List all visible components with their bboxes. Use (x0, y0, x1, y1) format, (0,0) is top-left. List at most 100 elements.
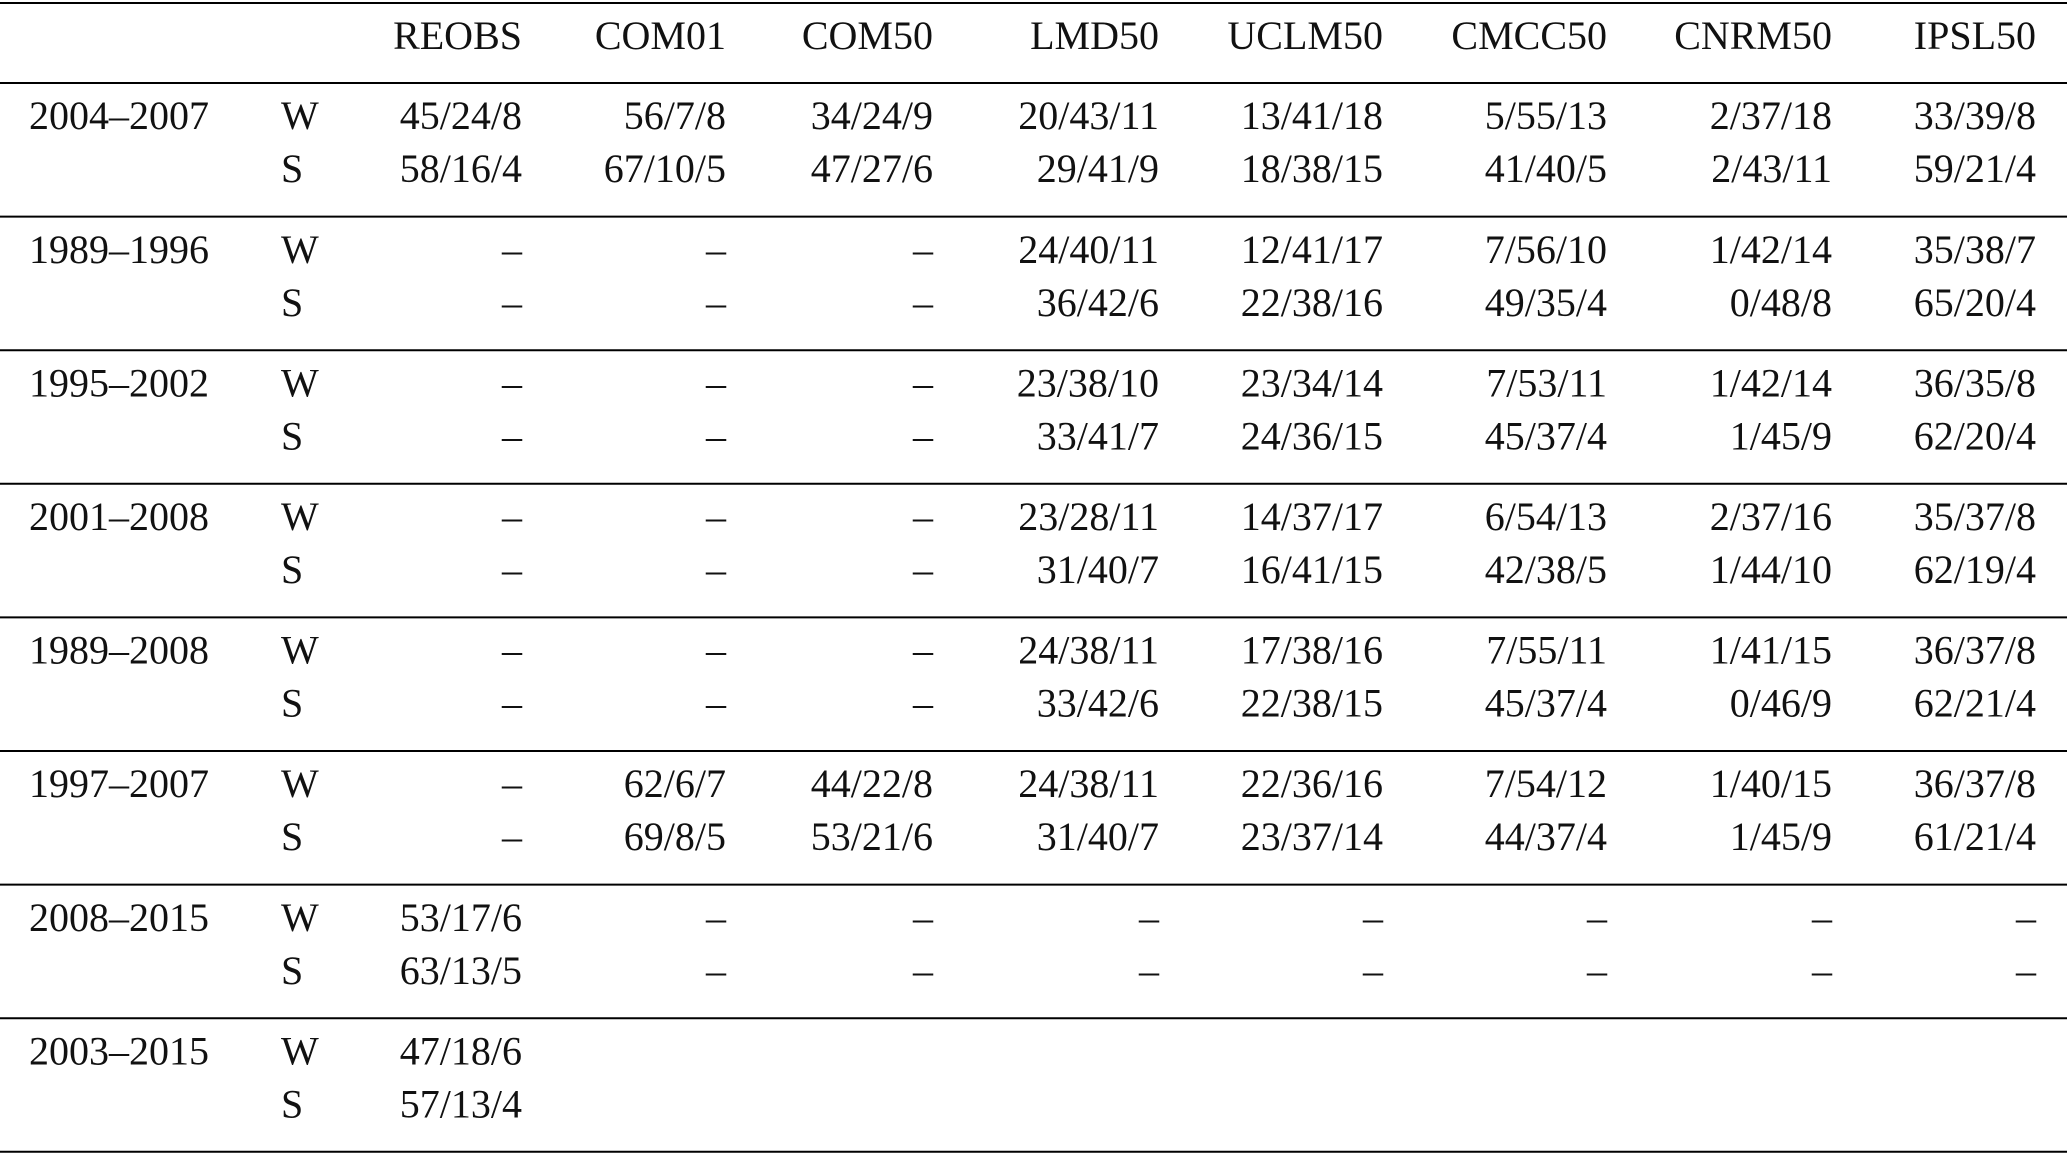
cell: – (705, 948, 727, 993)
cell: 34/24/9 (811, 93, 933, 138)
cell: – (1362, 895, 1384, 940)
cell: 67/10/5 (604, 146, 726, 191)
cell: – (1138, 895, 1160, 940)
season: S (281, 814, 303, 859)
cell: 63/13/5 (400, 948, 522, 993)
cell: 47/18/6 (400, 1028, 522, 1073)
season: W (281, 1028, 319, 1073)
cell: 22/38/15 (1241, 681, 1383, 726)
cell: 69/8/5 (624, 814, 726, 859)
cell: – (501, 494, 523, 539)
period: 1997–2007 (29, 761, 209, 806)
cell: 58/16/4 (400, 146, 522, 191)
cell: 31/40/7 (1037, 547, 1159, 592)
cell: – (705, 413, 727, 458)
cell: 33/39/8 (1914, 93, 2036, 138)
cell: 35/37/8 (1914, 494, 2036, 539)
cell: 5/55/13 (1485, 93, 1607, 138)
cell: 45/37/4 (1485, 681, 1607, 726)
cell: 1/41/15 (1710, 628, 1832, 673)
cell: 17/38/16 (1241, 628, 1383, 673)
cell: 1/45/9 (1730, 814, 1832, 859)
cell: 1/44/10 (1710, 547, 1832, 592)
cell: 24/40/11 (1018, 227, 1159, 272)
season: S (281, 280, 303, 325)
season: S (281, 1081, 303, 1126)
cell: – (501, 761, 523, 806)
cell: 42/38/5 (1485, 547, 1607, 592)
cell: 45/37/4 (1485, 413, 1607, 458)
season: S (281, 681, 303, 726)
cell: – (501, 814, 523, 859)
period: 2001–2008 (29, 494, 209, 539)
column-header: LMD50 (1030, 13, 1159, 58)
cell: 2/37/18 (1710, 93, 1832, 138)
cell: 7/56/10 (1485, 227, 1607, 272)
period: 1989–1996 (29, 227, 209, 272)
cell: 23/37/14 (1241, 814, 1383, 859)
cell: 33/41/7 (1037, 413, 1159, 458)
cell: 1/45/9 (1730, 413, 1832, 458)
cell: – (912, 895, 934, 940)
season: W (281, 360, 319, 405)
cell: 57/13/4 (400, 1081, 522, 1126)
cell: – (912, 547, 934, 592)
period: 2008–2015 (29, 895, 209, 940)
cell: 53/17/6 (400, 895, 522, 940)
cell: – (912, 227, 934, 272)
cell: 61/21/4 (1914, 814, 2036, 859)
cell: 35/38/7 (1914, 227, 2036, 272)
cell: 62/6/7 (624, 761, 726, 806)
cell: 47/27/6 (811, 146, 933, 191)
cell: 65/20/4 (1914, 280, 2036, 325)
cell: – (912, 681, 934, 726)
cell: 62/21/4 (1914, 681, 2036, 726)
cell: 0/48/8 (1730, 280, 1832, 325)
column-header: REOBS (393, 13, 522, 58)
cell: – (2015, 895, 2037, 940)
cell: 2/43/11 (1711, 146, 1832, 191)
cell: 6/54/13 (1485, 494, 1607, 539)
period: 2003–2015 (29, 1028, 209, 1073)
cell: 45/24/8 (400, 93, 522, 138)
column-header: CNRM50 (1674, 13, 1832, 58)
cell: – (501, 280, 523, 325)
cell: – (501, 413, 523, 458)
season: W (281, 494, 319, 539)
cell: – (501, 628, 523, 673)
cell: 49/35/4 (1485, 280, 1607, 325)
cell: 23/38/10 (1017, 360, 1159, 405)
cell: 20/43/11 (1018, 93, 1159, 138)
cell: 23/28/11 (1018, 494, 1159, 539)
season: S (281, 948, 303, 993)
season: S (281, 547, 303, 592)
cell: – (705, 227, 727, 272)
cell: 16/41/15 (1241, 547, 1383, 592)
column-header: UCLM50 (1227, 13, 1383, 58)
cell: 1/42/14 (1710, 360, 1832, 405)
cell: – (912, 494, 934, 539)
season: W (281, 93, 319, 138)
cell: 53/21/6 (811, 814, 933, 859)
cell: 33/42/6 (1037, 681, 1159, 726)
cell: – (912, 948, 934, 993)
cell: – (501, 227, 523, 272)
cell: 22/36/16 (1241, 761, 1383, 806)
cell: 41/40/5 (1485, 146, 1607, 191)
cell: 7/53/11 (1486, 360, 1607, 405)
cell: 23/34/14 (1241, 360, 1383, 405)
column-header: COM50 (802, 13, 933, 58)
cell: 59/21/4 (1914, 146, 2036, 191)
cell: – (912, 628, 934, 673)
cell: 0/46/9 (1730, 681, 1832, 726)
cell: 1/42/14 (1710, 227, 1832, 272)
cell: – (1586, 895, 1608, 940)
cell: 7/55/11 (1486, 628, 1607, 673)
cell: 1/40/15 (1710, 761, 1832, 806)
cell: 24/38/11 (1018, 761, 1159, 806)
cell: – (912, 280, 934, 325)
cell: 36/37/8 (1914, 761, 2036, 806)
cell: – (501, 360, 523, 405)
cell: 44/22/8 (811, 761, 933, 806)
